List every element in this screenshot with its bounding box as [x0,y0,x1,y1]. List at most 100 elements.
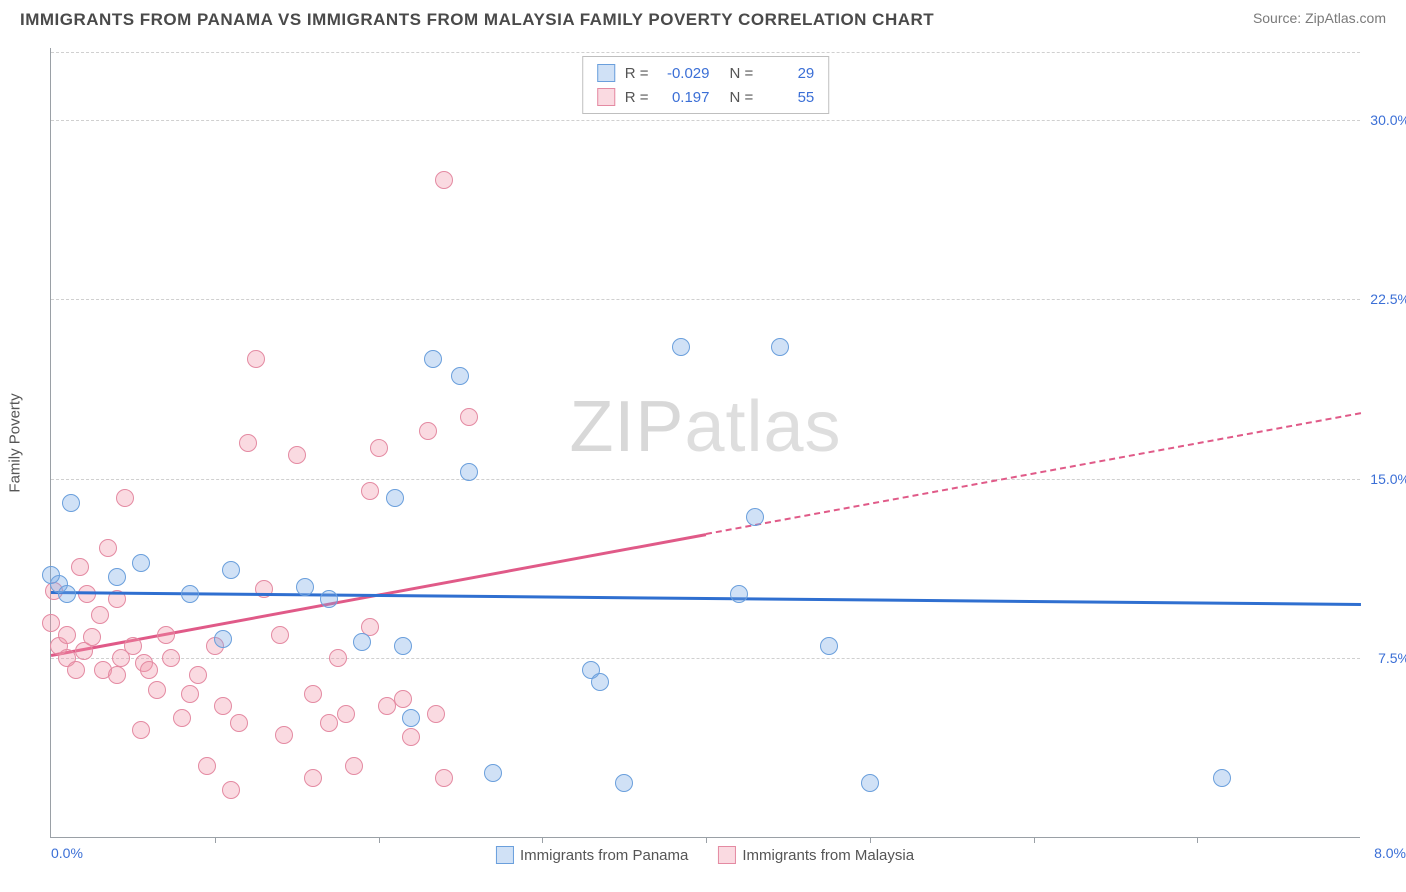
y-tick-label: 7.5% [1362,650,1406,666]
data-point-malaysia [304,769,322,787]
chart-area: ZIPatlas R = -0.029 N = 29 R = 0.197 N =… [50,48,1360,838]
data-point-panama [771,338,789,356]
data-point-malaysia [222,781,240,799]
data-point-malaysia [198,757,216,775]
data-point-malaysia [42,614,60,632]
y-axis-title: Family Poverty [7,393,24,492]
swatch-malaysia [597,88,615,106]
data-point-malaysia [394,690,412,708]
gridline [51,479,1360,480]
swatch-malaysia [718,846,736,864]
x-tick-mark [1197,837,1198,843]
data-point-malaysia [370,439,388,457]
data-point-malaysia [435,171,453,189]
data-point-malaysia [162,649,180,667]
data-point-malaysia [304,685,322,703]
x-tick-mark [706,837,707,843]
trend-line-panama [51,591,1361,605]
data-point-malaysia [132,721,150,739]
chart-title: IMMIGRANTS FROM PANAMA VS IMMIGRANTS FRO… [20,10,934,30]
correlation-legend: R = -0.029 N = 29 R = 0.197 N = 55 [582,56,830,114]
data-point-panama [132,554,150,572]
data-point-panama [820,637,838,655]
data-point-malaysia [173,709,191,727]
data-point-malaysia [140,661,158,679]
y-tick-label: 15.0% [1362,471,1406,487]
gridline [51,658,1360,659]
data-point-malaysia [214,697,232,715]
x-tick-mark [1034,837,1035,843]
data-point-panama [730,585,748,603]
x-tick-mark [215,837,216,843]
data-point-panama [58,585,76,603]
data-point-panama [386,489,404,507]
legend-panama-n: 29 [759,65,814,82]
legend-item-panama: Immigrants from Panama [496,846,688,864]
data-point-panama [108,568,126,586]
series-legend: Immigrants from Panama Immigrants from M… [496,846,914,864]
data-point-panama [402,709,420,727]
swatch-panama [597,64,615,82]
gridline [51,52,1360,53]
gridline [51,120,1360,121]
source-label: Source: ZipAtlas.com [1253,10,1386,26]
legend-malaysia-n: 55 [759,89,814,106]
legend-r-label: R = [625,65,649,82]
data-point-malaysia [91,606,109,624]
data-point-panama [214,630,232,648]
data-point-panama [320,590,338,608]
data-point-malaysia [345,757,363,775]
data-point-malaysia [116,489,134,507]
data-point-malaysia [247,350,265,368]
legend-panama-r: -0.029 [655,65,710,82]
legend-r-label: R = [625,89,649,106]
trend-line-malaysia [706,412,1361,535]
data-point-malaysia [67,661,85,679]
data-point-panama [861,774,879,792]
data-point-panama [181,585,199,603]
data-point-malaysia [58,626,76,644]
data-point-panama [460,463,478,481]
legend-malaysia-label: Immigrants from Malaysia [742,847,914,864]
data-point-malaysia [402,728,420,746]
data-point-malaysia [157,626,175,644]
legend-n-label: N = [730,89,754,106]
data-point-malaysia [337,705,355,723]
data-point-malaysia [378,697,396,715]
data-point-panama [672,338,690,356]
data-point-malaysia [271,626,289,644]
data-point-panama [353,633,371,651]
data-point-malaysia [189,666,207,684]
data-point-malaysia [181,685,199,703]
legend-row-malaysia: R = 0.197 N = 55 [597,85,815,109]
data-point-panama [591,673,609,691]
data-point-malaysia [427,705,445,723]
x-tick-label: 8.0% [1374,845,1406,861]
data-point-malaysia [99,539,117,557]
data-point-panama [424,350,442,368]
legend-row-panama: R = -0.029 N = 29 [597,61,815,85]
data-point-panama [746,508,764,526]
x-tick-mark [379,837,380,843]
data-point-panama [62,494,80,512]
data-point-malaysia [83,628,101,646]
data-point-malaysia [239,434,257,452]
data-point-panama [42,566,60,584]
data-point-panama [615,774,633,792]
data-point-malaysia [320,714,338,732]
data-point-malaysia [329,649,347,667]
swatch-panama [496,846,514,864]
watermark: ZIPatlas [569,386,841,468]
legend-panama-label: Immigrants from Panama [520,847,688,864]
data-point-malaysia [148,681,166,699]
plot-region: ZIPatlas R = -0.029 N = 29 R = 0.197 N =… [50,48,1360,838]
data-point-panama [296,578,314,596]
data-point-malaysia [419,422,437,440]
x-tick-mark [870,837,871,843]
gridline [51,299,1360,300]
data-point-malaysia [230,714,248,732]
data-point-malaysia [71,558,89,576]
data-point-malaysia [275,726,293,744]
data-point-malaysia [361,482,379,500]
data-point-panama [222,561,240,579]
